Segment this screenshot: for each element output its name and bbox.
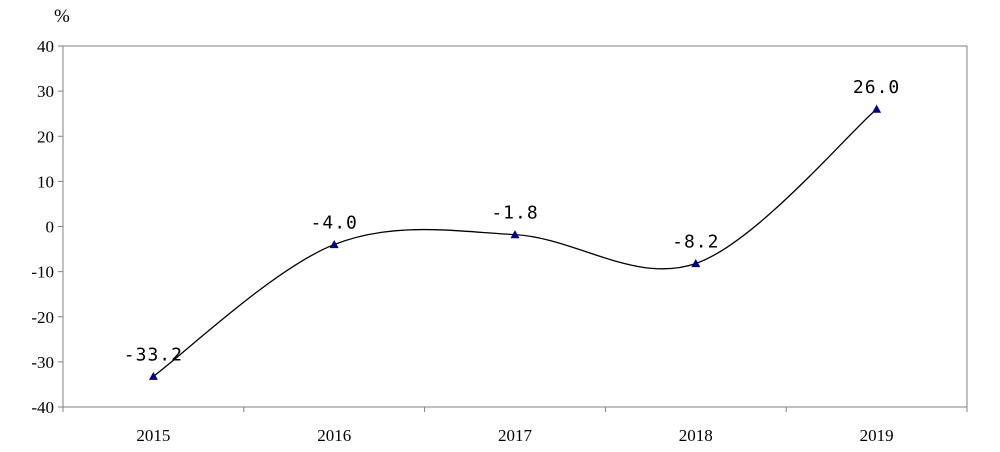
- series-line: [153, 108, 878, 377]
- y-tick-label: 30: [37, 82, 54, 101]
- y-axis-unit-label: %: [54, 6, 70, 27]
- y-tick-label: 10: [37, 172, 54, 191]
- y-axis: 40 30 20 10 0 -10 -20 -30 -40: [31, 37, 63, 417]
- data-point-marker: [691, 259, 701, 268]
- x-axis: 2015 2016 2017 2018 2019: [62, 407, 968, 445]
- data-labels: -33.2 -4.0 -1.8 -8.2 26.0: [124, 77, 900, 365]
- data-label: 26.0: [853, 77, 900, 98]
- y-tick-label: 20: [37, 127, 54, 146]
- x-tick-label: 2016: [317, 426, 351, 445]
- x-tick-label: 2019: [860, 426, 894, 445]
- y-tick-label: -10: [31, 263, 54, 282]
- y-tick-label: -40: [31, 398, 54, 417]
- data-point-marker: [510, 230, 520, 239]
- data-point-marker: [872, 104, 882, 113]
- x-tick-label: 2017: [498, 426, 533, 445]
- data-markers: [148, 104, 882, 380]
- y-tick-label: 40: [37, 37, 54, 56]
- data-label: -1.8: [491, 203, 538, 224]
- data-point-marker: [329, 240, 339, 249]
- x-tick-label: 2018: [679, 426, 713, 445]
- data-label: -33.2: [124, 344, 183, 365]
- y-tick-label: 0: [46, 218, 55, 237]
- data-point-marker: [148, 371, 158, 380]
- y-tick-label: -20: [31, 308, 54, 327]
- plot-area-border: [62, 45, 968, 408]
- y-tick-label: -30: [31, 353, 54, 372]
- data-label: -8.2: [672, 232, 719, 253]
- x-tick-label: 2015: [136, 426, 170, 445]
- data-label: -4.0: [311, 213, 358, 234]
